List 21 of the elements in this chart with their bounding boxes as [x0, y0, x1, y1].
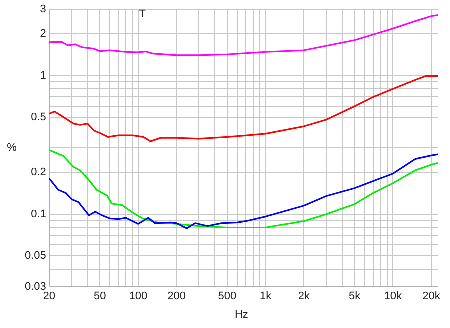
x-tick-label: 5k — [348, 290, 362, 302]
y-tick-label: 1 — [40, 70, 46, 82]
x-tick-label: 100 — [129, 290, 148, 302]
y-tick-label: 0.05 — [24, 250, 46, 262]
x-tick-label: 50 — [94, 290, 106, 302]
x-tick-label: 500 — [218, 290, 237, 302]
y-tick-label: 0.2 — [31, 166, 46, 179]
x-tick-label: 10k — [384, 290, 403, 302]
x-tick-label: 1k — [260, 290, 272, 302]
y-tick-label: 2 — [40, 28, 46, 40]
x-tick-label: 20 — [43, 290, 56, 302]
annotation: T — [139, 8, 146, 21]
y-tick-label: 3 — [40, 4, 46, 16]
y-tick-label: 0.5 — [31, 111, 46, 124]
y-tick-label: 0.1 — [31, 208, 46, 220]
x-tick-label: 200 — [168, 290, 186, 302]
x-tick-label: 20k — [422, 290, 441, 302]
x-axis-title: Hz — [234, 308, 248, 321]
x-tick-label: 2k — [298, 290, 310, 302]
y-axis-title: % — [7, 142, 18, 154]
y-tick-label: 0.03 — [24, 280, 46, 293]
